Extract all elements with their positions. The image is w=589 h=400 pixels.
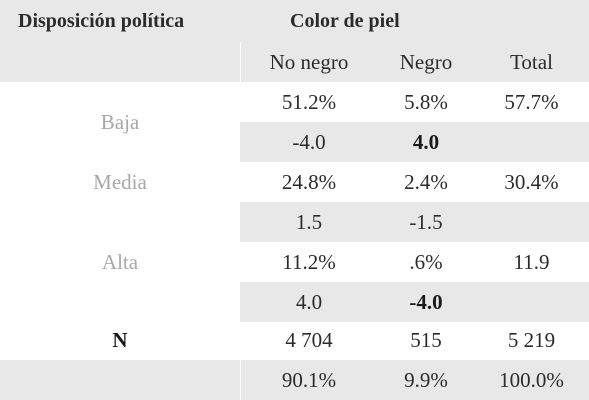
table-cell: 100.0% bbox=[499, 367, 564, 392]
row-label-alta: Alta bbox=[101, 249, 139, 274]
table-cell: -1.5 bbox=[378, 202, 474, 242]
table-row-residual: 1.5 -1.5 bbox=[0, 202, 589, 242]
table-row: Media 24.8% 2.4% 30.4% bbox=[0, 162, 589, 202]
table-cell: 11.9 bbox=[513, 249, 550, 274]
column-header-total: Total bbox=[510, 49, 553, 74]
table-cell: 90.1% bbox=[281, 367, 337, 392]
table-cell: .6% bbox=[409, 249, 443, 274]
table-cell: 5.8% bbox=[404, 89, 448, 114]
table-cell: 515 bbox=[410, 327, 442, 352]
table-cell: -4.0 bbox=[240, 122, 378, 162]
table-cell: 24.8% bbox=[281, 169, 337, 194]
row-label-baja: Baja bbox=[100, 109, 140, 134]
table-cell: 9.9% bbox=[404, 367, 448, 392]
column-group-header: Color de piel bbox=[290, 9, 400, 32]
table-header-row: Disposición política Color de piel bbox=[0, 0, 589, 42]
table-row-n: N 4 704 515 5 219 bbox=[0, 320, 589, 360]
table-row-residual: -4.0 4.0 bbox=[0, 122, 589, 162]
table-cell: 4.0 bbox=[240, 282, 378, 322]
table-cell: -4.0 bbox=[378, 282, 474, 322]
column-header-negro: Negro bbox=[399, 49, 453, 74]
table-cell: 57.7% bbox=[504, 89, 559, 114]
row-label-media: Media bbox=[93, 169, 147, 194]
table-cell: 5 219 bbox=[507, 327, 556, 352]
table-cell bbox=[474, 122, 589, 162]
table-cell: 30.4% bbox=[504, 169, 559, 194]
table-cell: 51.2% bbox=[281, 89, 337, 114]
table-row-residual: 4.0 -4.0 bbox=[0, 282, 589, 322]
table-cell bbox=[474, 202, 589, 242]
row-variable-header: Disposición política bbox=[18, 9, 185, 32]
table-cell: 1.5 bbox=[240, 202, 378, 242]
column-subheader-row: No negro Negro Total bbox=[0, 42, 589, 82]
table-cell: 4.0 bbox=[378, 122, 474, 162]
table-row: Alta 11.2% .6% 11.9 bbox=[0, 242, 589, 282]
table-cell: 11.2% bbox=[282, 249, 336, 274]
table-row-percent: 90.1% 9.9% 100.0% bbox=[0, 360, 589, 400]
table-cell: 2.4% bbox=[404, 169, 448, 194]
table-row: Baja 51.2% 5.8% 57.7% bbox=[0, 82, 589, 134]
column-header-no-negro: No negro bbox=[269, 49, 349, 74]
row-label-n: N bbox=[112, 327, 128, 352]
table-cell bbox=[474, 282, 589, 322]
table-cell: 4 704 bbox=[285, 327, 333, 352]
